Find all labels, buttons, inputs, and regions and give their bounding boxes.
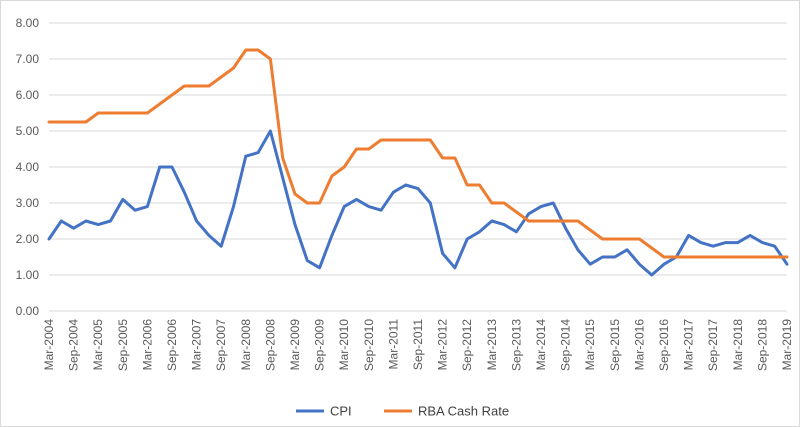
x-tick-label: Mar-2018	[731, 319, 745, 371]
x-tick-label: Sep-2017	[706, 319, 720, 371]
x-tick-label: Sep-2012	[460, 319, 474, 371]
x-tick-label: Sep-2018	[755, 319, 769, 371]
y-tick-label: 7.00	[16, 52, 40, 66]
y-tick-label: 4.00	[16, 160, 40, 174]
x-tick-label: Mar-2005	[91, 319, 105, 371]
x-tick-label: Sep-2016	[657, 319, 671, 371]
x-tick-label: Sep-2008	[263, 319, 277, 371]
x-tick-label: Sep-2006	[165, 319, 179, 371]
x-tick-label: Sep-2005	[116, 319, 130, 371]
x-tick-label: Mar-2008	[239, 319, 253, 371]
y-axis-tick-labels: 0.00 1.00 2.00 3.00 4.00 5.00 6.00 7.00 8.00	[16, 16, 40, 318]
x-tick-label: Sep-2007	[214, 319, 228, 371]
y-tick-label: 6.00	[16, 88, 40, 102]
legend-label-rba-cash-rate: RBA Cash Rate	[418, 404, 509, 419]
legend: CPI RBA Cash Rate	[296, 404, 509, 419]
y-tick-label: 1.00	[16, 268, 40, 282]
y-tick-label: 3.00	[16, 196, 40, 210]
x-tick-label: Mar-2015	[583, 319, 597, 371]
x-tick-label: Mar-2006	[140, 319, 154, 371]
x-tick-label: Mar-2013	[485, 319, 499, 371]
x-tick-label: Sep-2011	[411, 319, 425, 370]
x-tick-label: Mar-2012	[436, 319, 450, 371]
y-tick-label: 0.00	[16, 304, 40, 318]
series-line-rba-cash-rate	[47, 48, 789, 259]
x-tick-label: Mar-2011	[386, 319, 400, 370]
x-tick-label: Sep-2015	[608, 319, 622, 371]
y-tick-label: 5.00	[16, 124, 40, 138]
x-tick-label: Sep-2013	[509, 319, 523, 371]
x-tick-label: Mar-2019	[780, 319, 794, 371]
y-tick-label: 2.00	[16, 232, 40, 246]
x-tick-label: Mar-2016	[632, 319, 646, 371]
x-tick-label: Mar-2004	[42, 319, 56, 371]
x-tick-label: Sep-2010	[362, 319, 376, 371]
y-tick-label: 8.00	[16, 16, 40, 30]
x-tick-label: Sep-2009	[313, 319, 327, 371]
x-tick-label: Sep-2004	[67, 319, 81, 371]
legend-label-cpi: CPI	[330, 404, 352, 419]
x-axis-tick-labels: Mar-2004 Sep-2004 Mar-2005 Sep-2005 Mar-2006…	[42, 319, 794, 371]
x-tick-label: Mar-2014	[534, 319, 548, 371]
x-tick-label: Mar-2009	[288, 319, 302, 371]
series-line-cpi	[47, 129, 789, 277]
x-tick-label: Mar-2007	[190, 319, 204, 371]
series-lines	[47, 48, 789, 277]
x-tick-label: Mar-2017	[682, 319, 696, 371]
x-tick-label: Sep-2014	[559, 319, 573, 371]
x-tick-label: Mar-2010	[337, 319, 351, 371]
